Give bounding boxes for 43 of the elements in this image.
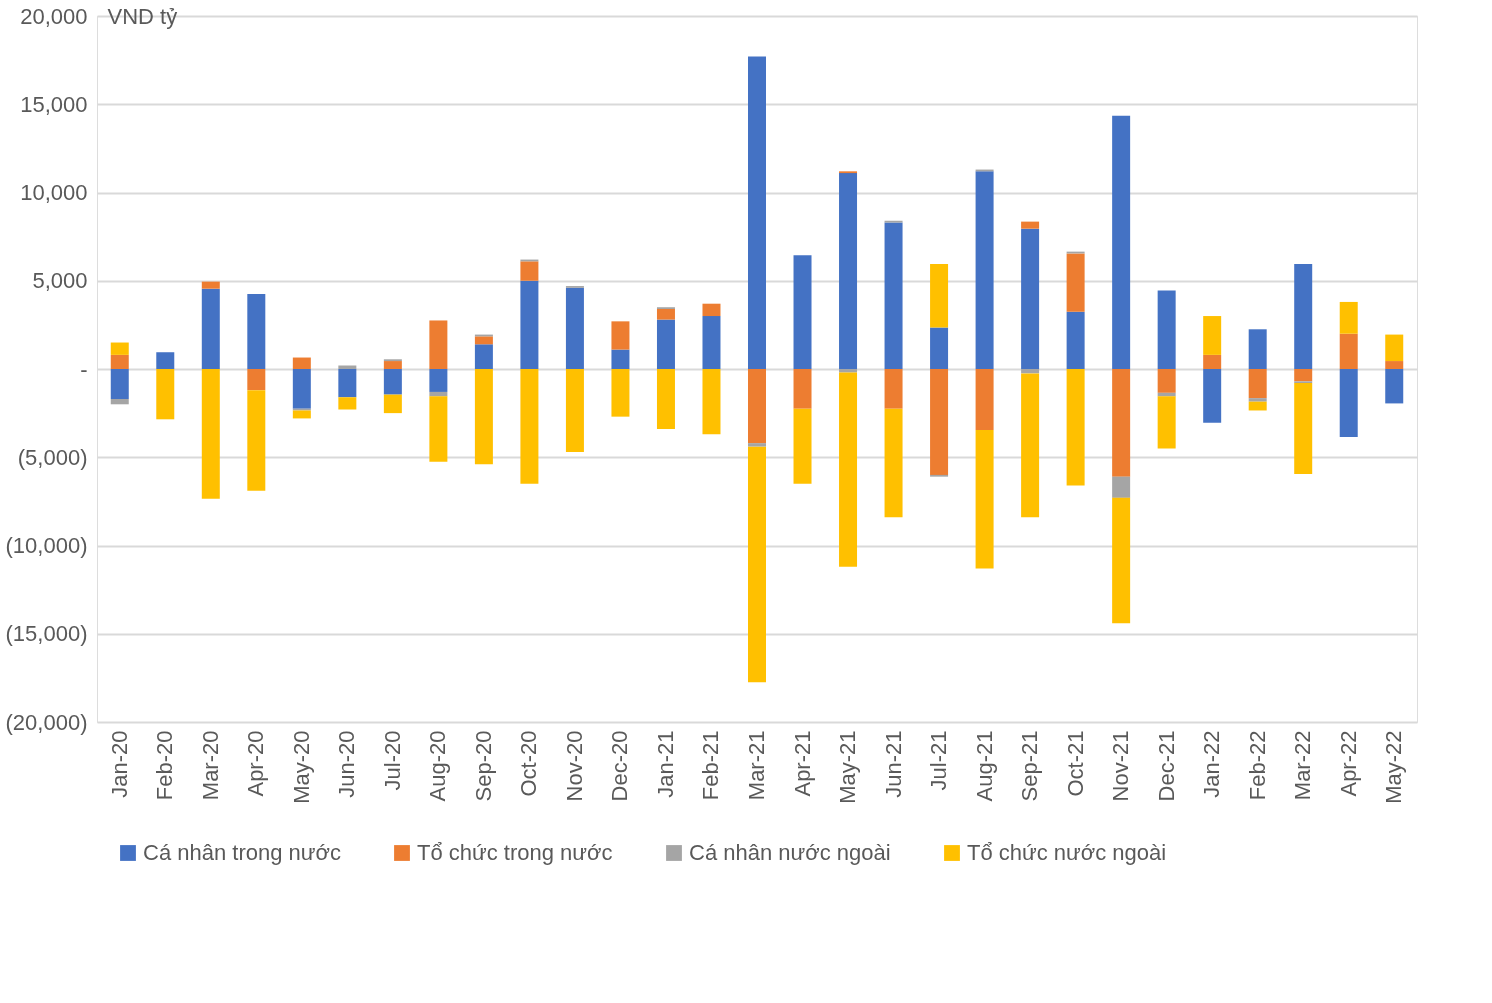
x-tick-label: Jun-20 <box>334 730 360 798</box>
x-tick-label: Jan-22 <box>1199 730 1225 798</box>
x-tick-label: Apr-22 <box>1335 730 1361 797</box>
x-tick-label: Mar-21 <box>744 730 769 801</box>
x-tick-label: Aug-20 <box>425 730 451 802</box>
y-tick-label: - <box>80 356 88 382</box>
y-tick-label: 5,000 <box>32 268 88 294</box>
x-tick-label: Apr-21 <box>789 730 815 797</box>
x-tick-label: Feb-22 <box>1244 730 1270 801</box>
y-tick-label: 15,000 <box>20 91 88 117</box>
x-tick-label: May-20 <box>288 730 314 804</box>
x-tick-label: Apr-20 <box>243 730 269 797</box>
x-tick-label: May-21 <box>835 730 861 804</box>
x-tick-label: Oct-20 <box>516 730 542 797</box>
y-tick-label: (5,000) <box>17 444 88 470</box>
x-tick-label: Jun-21 <box>880 730 906 798</box>
legend-label: Tổ chức trong nước <box>417 840 613 865</box>
x-tick-label: Feb-20 <box>152 730 178 801</box>
x-tick-label: Sep-20 <box>470 730 496 802</box>
y-tick-label: (10,000) <box>5 533 88 558</box>
x-tick-label: Feb-21 <box>698 730 724 801</box>
x-tick-label: Oct-21 <box>1062 730 1088 797</box>
legend-label: Tổ chức nước ngoài <box>967 840 1167 865</box>
y-tick-label: 10,000 <box>20 180 88 205</box>
x-tick-label: Mar-22 <box>1290 730 1316 801</box>
y-tick-label: 20,000 <box>20 3 88 29</box>
x-tick-label: Nov-21 <box>1108 730 1134 802</box>
legend-label: Cá nhân trong nước <box>143 840 341 865</box>
y-tick-label: (15,000) <box>5 621 88 647</box>
x-tick-label: Nov-20 <box>561 730 587 802</box>
legend-label: Cá nhân nước ngoài <box>689 840 891 865</box>
x-tick-label: Aug-21 <box>971 730 997 802</box>
x-tick-label: Jul-20 <box>379 730 405 791</box>
x-tick-label: Mar-20 <box>197 730 223 801</box>
y-axis-title: VND tỷ <box>107 3 178 29</box>
x-tick-label: Sep-21 <box>1017 730 1043 802</box>
x-tick-label: Dec-20 <box>607 730 633 802</box>
x-tick-label: Dec-21 <box>1153 730 1179 802</box>
x-tick-label: Jan-21 <box>652 730 678 798</box>
y-tick-label: (20,000) <box>5 709 88 735</box>
x-tick-label: May-22 <box>1381 730 1407 804</box>
x-tick-label: Jul-21 <box>926 730 952 791</box>
x-tick-label: Jan-20 <box>106 730 132 798</box>
